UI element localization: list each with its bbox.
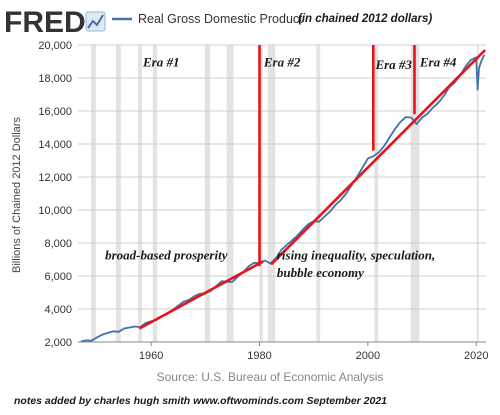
x-tick-label: 1980 [247,350,271,362]
y-tick-label: 20,000 [38,40,72,52]
credit-note: notes added by charles hugh smith www.of… [14,395,387,407]
recession-band [267,45,276,342]
recession-band [259,45,263,342]
y-axis-label: Billions of Chained 2012 Dollars [11,117,23,273]
annotation-text: bubble economy [277,265,364,280]
y-tick-label: 16,000 [38,106,72,118]
recession-band [115,45,121,342]
fred-chart-icon [85,11,106,32]
trend-line [270,49,486,265]
y-tick-label: 6,000 [44,271,72,283]
era-label: Era #3 [374,57,412,72]
recession-band [374,45,379,342]
recession-band [91,45,96,342]
y-tick-label: 8,000 [44,238,72,250]
recession-band [476,45,479,342]
recession-band [316,45,321,342]
y-tick-label: 14,000 [38,139,72,151]
x-tick-label: 1960 [139,350,163,362]
units-note: (in chained 2012 dollars) [298,13,432,25]
y-tick-label: 4,000 [44,304,72,316]
era-label: Era #4 [419,54,457,69]
recession-band [138,45,142,342]
annotation-text: rising inequality, speculation, [277,248,435,263]
fred-logo: FRED [4,6,86,39]
recession-shading [91,45,479,342]
y-tick-label: 2,000 [44,337,72,349]
y-tick-label: 18,000 [38,73,72,85]
x-tick-label: 2020 [464,350,488,362]
axes: 2,000 4,000 6,000 8,000 10,000 12,000 14,000 16… [38,40,488,362]
recession-band [152,45,158,342]
trend-line [139,260,264,330]
series-title: Real Gross Domestic Product [138,12,303,26]
y-tick-label: 10,000 [38,205,72,217]
annotation-overlay: Era #1 Era #2 Era #3 Era #4 broad-based pros… [105,45,486,330]
recession-band [226,45,234,342]
recession-band [204,45,211,342]
era-label: Era #2 [263,54,301,69]
era-label: Era #1 [142,54,179,69]
annotation-text: broad-based prosperity [105,248,228,263]
source-caption: Source: U.S. Bureau of Economic Analysis [157,370,384,384]
recession-band [410,45,420,342]
x-tick-label: 2000 [356,350,380,362]
y-tick-label: 12,000 [38,172,72,184]
